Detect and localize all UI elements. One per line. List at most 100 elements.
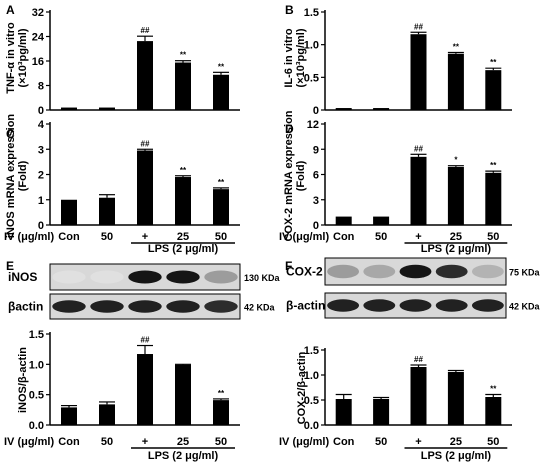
blot-band	[166, 300, 200, 313]
bar-50	[213, 400, 229, 425]
x-tick-label: 50	[375, 436, 387, 448]
y-tick-label: 4	[38, 119, 45, 131]
y-tick-label: 32	[32, 7, 44, 19]
bar-25	[447, 53, 464, 110]
significance-mark: ##	[141, 336, 150, 345]
x-tick-label: +	[415, 231, 421, 243]
bar-+	[410, 367, 427, 425]
blot-band	[90, 270, 124, 284]
kda-label: 42 KDa	[244, 303, 276, 313]
y-tick-label: 1.5	[304, 345, 319, 357]
x-tick-label: 25	[450, 231, 462, 243]
bar-25	[447, 166, 464, 225]
blot-band	[399, 299, 432, 312]
y-axis-label-unit: (Fold)	[295, 160, 307, 191]
y-axis-label: COX-2/β-actin	[296, 351, 308, 424]
blot-band	[327, 299, 360, 312]
significance-mark: *	[454, 156, 458, 165]
svg-text:F: F	[285, 259, 292, 273]
lps-label: LPS (2 μg/ml)	[148, 450, 219, 462]
y-tick-label: 8	[38, 81, 44, 93]
y-tick-label: 2	[38, 170, 44, 182]
x-tick-label: Con	[58, 436, 80, 448]
bar-50	[99, 197, 115, 225]
significance-mark: **	[180, 51, 187, 60]
bar-Con	[61, 407, 77, 425]
bar-50	[99, 404, 115, 425]
kda-label: 130 KDa	[244, 273, 281, 283]
y-tick-label: 0.0	[29, 420, 44, 432]
x-tick-label: +	[142, 231, 148, 243]
y-tick-label: 3	[313, 195, 319, 207]
x-caption: IV (μg/ml)	[4, 436, 54, 448]
significance-mark: **	[490, 58, 497, 67]
x-tick-label: 50	[487, 231, 499, 243]
chart-panel-b: 0 0.5 1.0 1.5 IL-6 in vitro (×10³pg/ml) ## ** **	[283, 7, 512, 117]
bar-25	[175, 177, 191, 225]
bar-+	[137, 354, 153, 425]
y-tick-label: 0.5	[304, 395, 319, 407]
significance-mark: **	[180, 166, 187, 175]
bar-+	[410, 156, 427, 225]
blot-band	[90, 300, 124, 313]
significance-mark: ##	[414, 22, 423, 31]
x-tick-label: 50	[215, 231, 227, 243]
bar-25	[175, 364, 191, 425]
chart-panel-a: 0 8 16 24 32 TNF-α in vitro (×10³pg/ml) ## ** **	[5, 7, 240, 117]
x-tick-label: 50	[375, 231, 387, 243]
bar-50	[373, 216, 390, 225]
x-caption: IV (μg/ml)	[279, 436, 329, 448]
bar-25	[447, 372, 464, 425]
y-tick-label: 1.0	[304, 40, 319, 52]
significance-mark: ##	[141, 139, 150, 148]
y-tick-label: 0.0	[304, 420, 319, 432]
y-tick-label: 24	[32, 32, 45, 44]
y-axis-label: iNOS/β-actin	[17, 347, 29, 413]
x-tick-label: 25	[177, 231, 189, 243]
blot-band	[399, 264, 432, 279]
significance-mark: **	[218, 178, 225, 187]
y-axis-label: IL-6 in vitro	[283, 28, 295, 88]
lps-label: LPS (2 μg/ml)	[421, 243, 492, 255]
y-tick-label: 0	[313, 105, 319, 117]
blot-band	[204, 300, 238, 313]
bar-+	[137, 150, 153, 225]
x-tick-label: 50	[101, 231, 113, 243]
x-tick-label: Con	[58, 231, 80, 243]
bar-50	[485, 70, 502, 110]
svg-text:B: B	[285, 3, 294, 17]
blot-band	[52, 270, 86, 284]
blot-band	[471, 264, 504, 279]
y-axis-label: TNF-α in vitro	[5, 22, 17, 94]
y-axis-label-unit: (×10³pg/ml)	[295, 28, 307, 87]
y-axis-label: iNOS mRNA expression	[5, 114, 17, 239]
chart-panel-c: 0 1 2 3 4 iNOS mRNA expression (Fold) ## ** ** IV …	[4, 114, 240, 255]
bar-50	[213, 74, 229, 110]
bar-50	[99, 107, 115, 110]
significance-mark: ##	[414, 355, 423, 364]
protein-label: β-actin	[286, 299, 325, 313]
bar-Con	[61, 107, 77, 110]
x-tick-label: Con	[333, 231, 355, 243]
y-tick-label: 1.0	[304, 370, 319, 382]
y-axis-label-unit: (×10³pg/ml)	[17, 28, 29, 87]
y-tick-label: 12	[307, 119, 319, 131]
y-tick-label: 0	[38, 220, 44, 232]
protein-label: βactin	[8, 300, 43, 314]
blot-band	[363, 299, 396, 312]
protein-label: iNOS	[8, 270, 37, 284]
x-tick-label: Con	[333, 436, 355, 448]
significance-mark: **	[490, 385, 497, 394]
y-tick-label: 0.5	[304, 72, 319, 84]
y-tick-label: 1.0	[29, 359, 44, 371]
significance-mark: **	[490, 161, 497, 170]
y-tick-label: 0.5	[29, 390, 44, 402]
blot-band	[327, 264, 360, 279]
bar-Con	[335, 399, 352, 425]
y-tick-label: 0	[313, 220, 319, 232]
bar-+	[410, 34, 427, 110]
y-tick-label: 1.5	[304, 7, 319, 19]
svg-text:D: D	[285, 122, 294, 136]
bar-+	[137, 41, 153, 110]
